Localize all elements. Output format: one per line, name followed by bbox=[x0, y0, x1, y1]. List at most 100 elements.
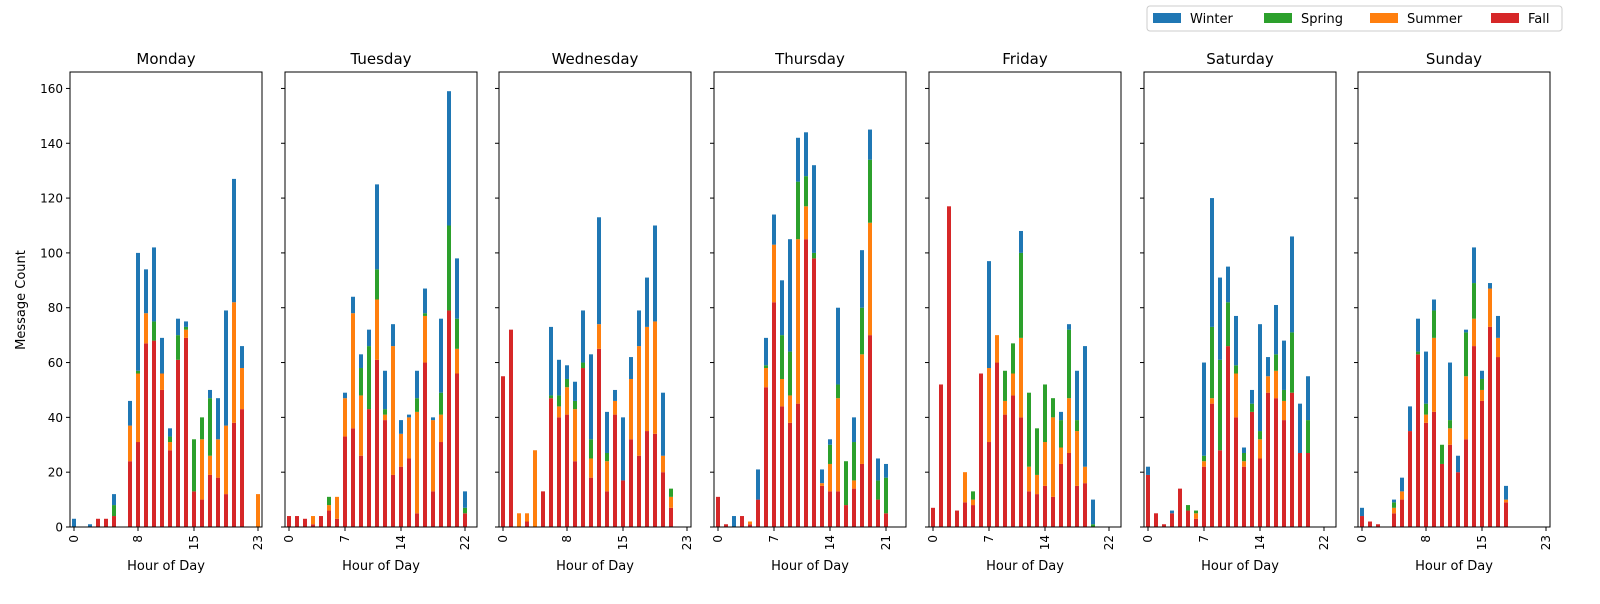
bar-winter bbox=[653, 225, 657, 322]
bar-winter bbox=[1464, 329, 1468, 333]
panel-title: Wednesday bbox=[552, 50, 639, 68]
panel-title: Sunday bbox=[1426, 50, 1482, 68]
bar-fall bbox=[1178, 488, 1182, 527]
bar-summer bbox=[1266, 376, 1270, 393]
bar-fall bbox=[597, 348, 601, 527]
bar-summer bbox=[1472, 318, 1476, 347]
bar-summer bbox=[439, 414, 443, 443]
x-tick-label: 23 bbox=[1539, 535, 1553, 550]
bar-winter bbox=[1282, 340, 1286, 390]
bar-spring bbox=[200, 417, 204, 440]
x-tick-label: 14 bbox=[394, 535, 408, 550]
bar-fall bbox=[128, 461, 132, 527]
bar-summer bbox=[1075, 431, 1079, 486]
bar-summer bbox=[431, 420, 435, 492]
bar-summer bbox=[868, 222, 872, 336]
bar-fall bbox=[1075, 485, 1079, 527]
bar-summer bbox=[1424, 414, 1428, 423]
y-tick-label: 40 bbox=[48, 411, 63, 425]
bar-spring bbox=[184, 326, 188, 330]
bar-fall bbox=[549, 398, 553, 527]
bar-summer bbox=[200, 439, 204, 500]
bar-summer bbox=[1504, 499, 1508, 503]
bar-summer bbox=[533, 450, 537, 527]
bar-summer bbox=[224, 425, 228, 495]
x-tick-label: 14 bbox=[823, 535, 837, 550]
bar-summer bbox=[391, 346, 395, 475]
bar-summer bbox=[128, 425, 132, 462]
bar-fall bbox=[669, 507, 673, 527]
bar-fall bbox=[1504, 502, 1508, 527]
bar-fall bbox=[931, 507, 935, 527]
bar-winter bbox=[876, 458, 880, 481]
bar-summer bbox=[1019, 337, 1023, 418]
bar-winter bbox=[1274, 304, 1278, 355]
bar-summer bbox=[1083, 466, 1087, 484]
panel-wednesday: Wednesday 0 8 15 23 Hour of Day bbox=[495, 50, 694, 574]
bar-fall bbox=[1440, 463, 1444, 527]
bar-spring bbox=[112, 505, 116, 517]
bar-summer bbox=[256, 494, 260, 527]
bar-spring bbox=[1011, 343, 1015, 374]
x-tick-label: 0 bbox=[711, 535, 725, 543]
bar-winter bbox=[1392, 499, 1396, 503]
bar-fall bbox=[876, 499, 880, 527]
x-tick-label: 14 bbox=[1253, 535, 1267, 550]
bar-fall bbox=[1282, 420, 1286, 527]
bar-spring bbox=[1059, 420, 1063, 448]
bar-winter bbox=[407, 414, 411, 418]
bar-fall bbox=[581, 368, 585, 527]
bar-fall bbox=[987, 442, 991, 527]
bar-fall bbox=[557, 417, 561, 527]
bar-fall bbox=[1027, 491, 1031, 527]
bar-winter bbox=[1400, 477, 1404, 492]
bar-fall bbox=[565, 414, 569, 527]
bar-summer bbox=[160, 373, 164, 390]
x-tick-label: 0 bbox=[1355, 535, 1369, 543]
bar-summer bbox=[1400, 491, 1404, 500]
bar-spring bbox=[549, 395, 553, 399]
bar-summer bbox=[796, 239, 800, 404]
bar-winter bbox=[88, 524, 92, 527]
bar-winter bbox=[184, 321, 188, 327]
bar-fall bbox=[1210, 403, 1214, 527]
bar-summer bbox=[1067, 398, 1071, 453]
bar-winter bbox=[621, 417, 625, 481]
bar-fall bbox=[788, 422, 792, 527]
bar-spring bbox=[876, 480, 880, 500]
bar-spring bbox=[439, 392, 443, 415]
bar-summer bbox=[589, 458, 593, 478]
bar-spring bbox=[1258, 431, 1262, 440]
bar-fall bbox=[1258, 458, 1262, 527]
bar-summer bbox=[168, 442, 172, 451]
bar-fall bbox=[979, 373, 983, 527]
bar-winter bbox=[351, 296, 355, 314]
bar-fall bbox=[1162, 524, 1166, 527]
bar-summer bbox=[407, 417, 411, 459]
y-tick-label: 100 bbox=[40, 246, 63, 260]
bar-winter bbox=[1298, 403, 1302, 453]
y-tick-label: 60 bbox=[48, 356, 63, 370]
y-tick-label: 80 bbox=[48, 301, 63, 315]
bar-fall bbox=[431, 491, 435, 527]
bar-winter bbox=[1146, 466, 1150, 475]
bar-spring bbox=[573, 400, 577, 410]
bar-summer bbox=[415, 411, 419, 514]
bar-summer bbox=[573, 409, 577, 462]
bar-fall bbox=[367, 409, 371, 527]
bar-fall bbox=[1051, 496, 1055, 527]
bar-winter bbox=[565, 365, 569, 379]
bar-fall bbox=[1234, 417, 1238, 527]
bar-fall bbox=[541, 491, 545, 527]
bar-fall bbox=[136, 442, 140, 527]
bar-spring bbox=[1019, 252, 1023, 338]
bar-fall bbox=[1035, 494, 1039, 527]
bar-fall bbox=[637, 455, 641, 527]
bar-fall bbox=[1170, 513, 1174, 527]
bar-fall bbox=[439, 442, 443, 527]
bar-winter bbox=[1059, 411, 1063, 421]
bar-fall bbox=[407, 458, 411, 527]
bar-winter bbox=[812, 165, 816, 253]
bar-fall bbox=[1202, 466, 1206, 527]
bar-winter bbox=[144, 269, 148, 314]
